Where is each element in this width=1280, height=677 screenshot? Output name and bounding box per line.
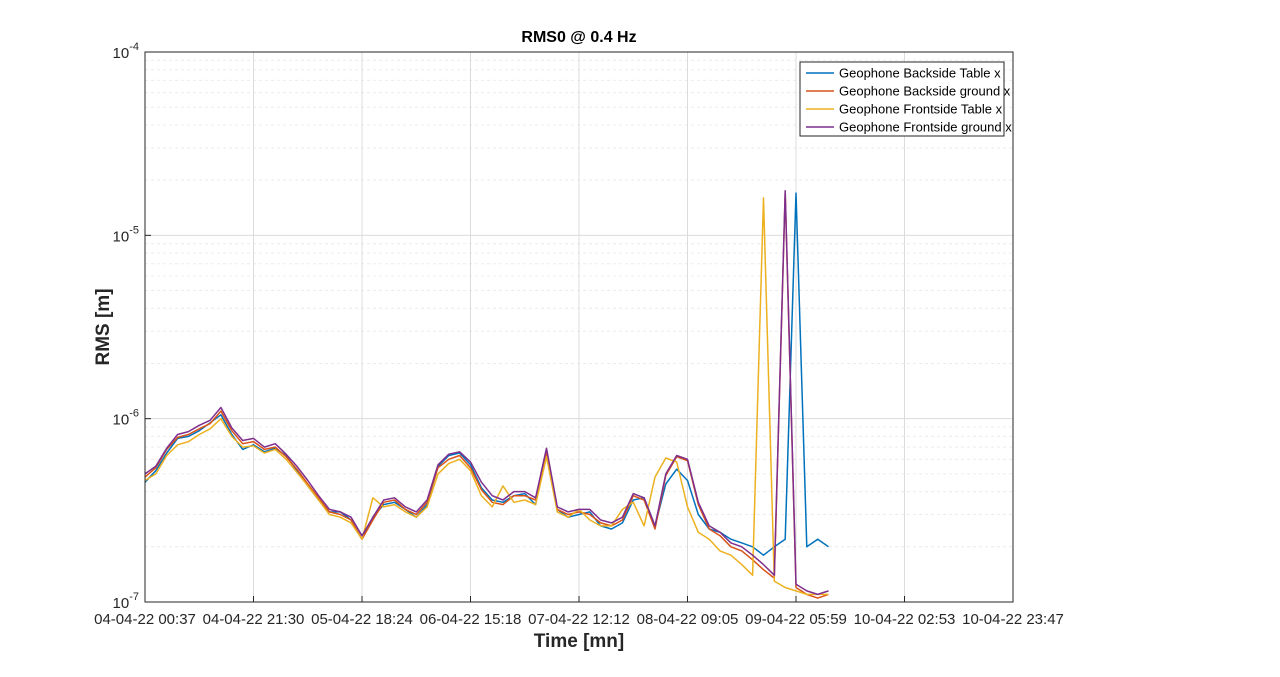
legend-box — [799, 61, 1005, 137]
legend-label: Geophone Frontside Table x — [839, 102, 1003, 117]
y-tick-label: 10-4 — [113, 41, 139, 62]
y-tick-label: 10-6 — [113, 408, 139, 429]
x-tick-label: 08-04-22 09:05 — [637, 611, 739, 628]
x-tick-label: 10-04-22 02:53 — [854, 611, 956, 628]
y-tick-label: 10-7 — [113, 591, 139, 612]
x-tick-label: 04-04-22 21:30 — [203, 611, 305, 628]
series-line-2 — [144, 192, 829, 599]
legend: Geophone Backside Table x Geophone Backsi… — [799, 61, 1012, 137]
x-tick-label: 04-04-22 00:37 — [94, 611, 196, 628]
x-tick-label: 06-04-22 15:18 — [420, 611, 522, 628]
series-line-3 — [144, 197, 829, 596]
series-line-4 — [144, 190, 829, 596]
legend-label: Geophone Frontside ground x — [839, 120, 1012, 135]
x-axis-label: Time [mn] — [534, 631, 624, 652]
y-axis-ticks: 10-7 10-6 10-5 10-4 — [113, 41, 151, 612]
x-tick-label: 10-04-22 23:47 — [962, 611, 1064, 628]
y-axis-label: RMS [m] — [93, 288, 114, 365]
series-lines — [144, 190, 829, 599]
series-line-1 — [144, 192, 829, 556]
legend-label: Geophone Backside ground x — [839, 84, 1011, 99]
legend-label: Geophone Backside Table x — [839, 66, 1001, 81]
x-tick-label: 07-04-22 12:12 — [528, 611, 630, 628]
x-axis-ticks: 04-04-22 00:37 04-04-22 21:30 05-04-22 18:… — [94, 596, 1064, 628]
y-tick-label: 10-5 — [113, 224, 139, 245]
chart-title: RMS0 @ 0.4 Hz — [521, 29, 636, 46]
x-tick-label: 05-04-22 18:24 — [311, 611, 413, 628]
x-tick-label: 09-04-22 05:59 — [745, 611, 847, 628]
